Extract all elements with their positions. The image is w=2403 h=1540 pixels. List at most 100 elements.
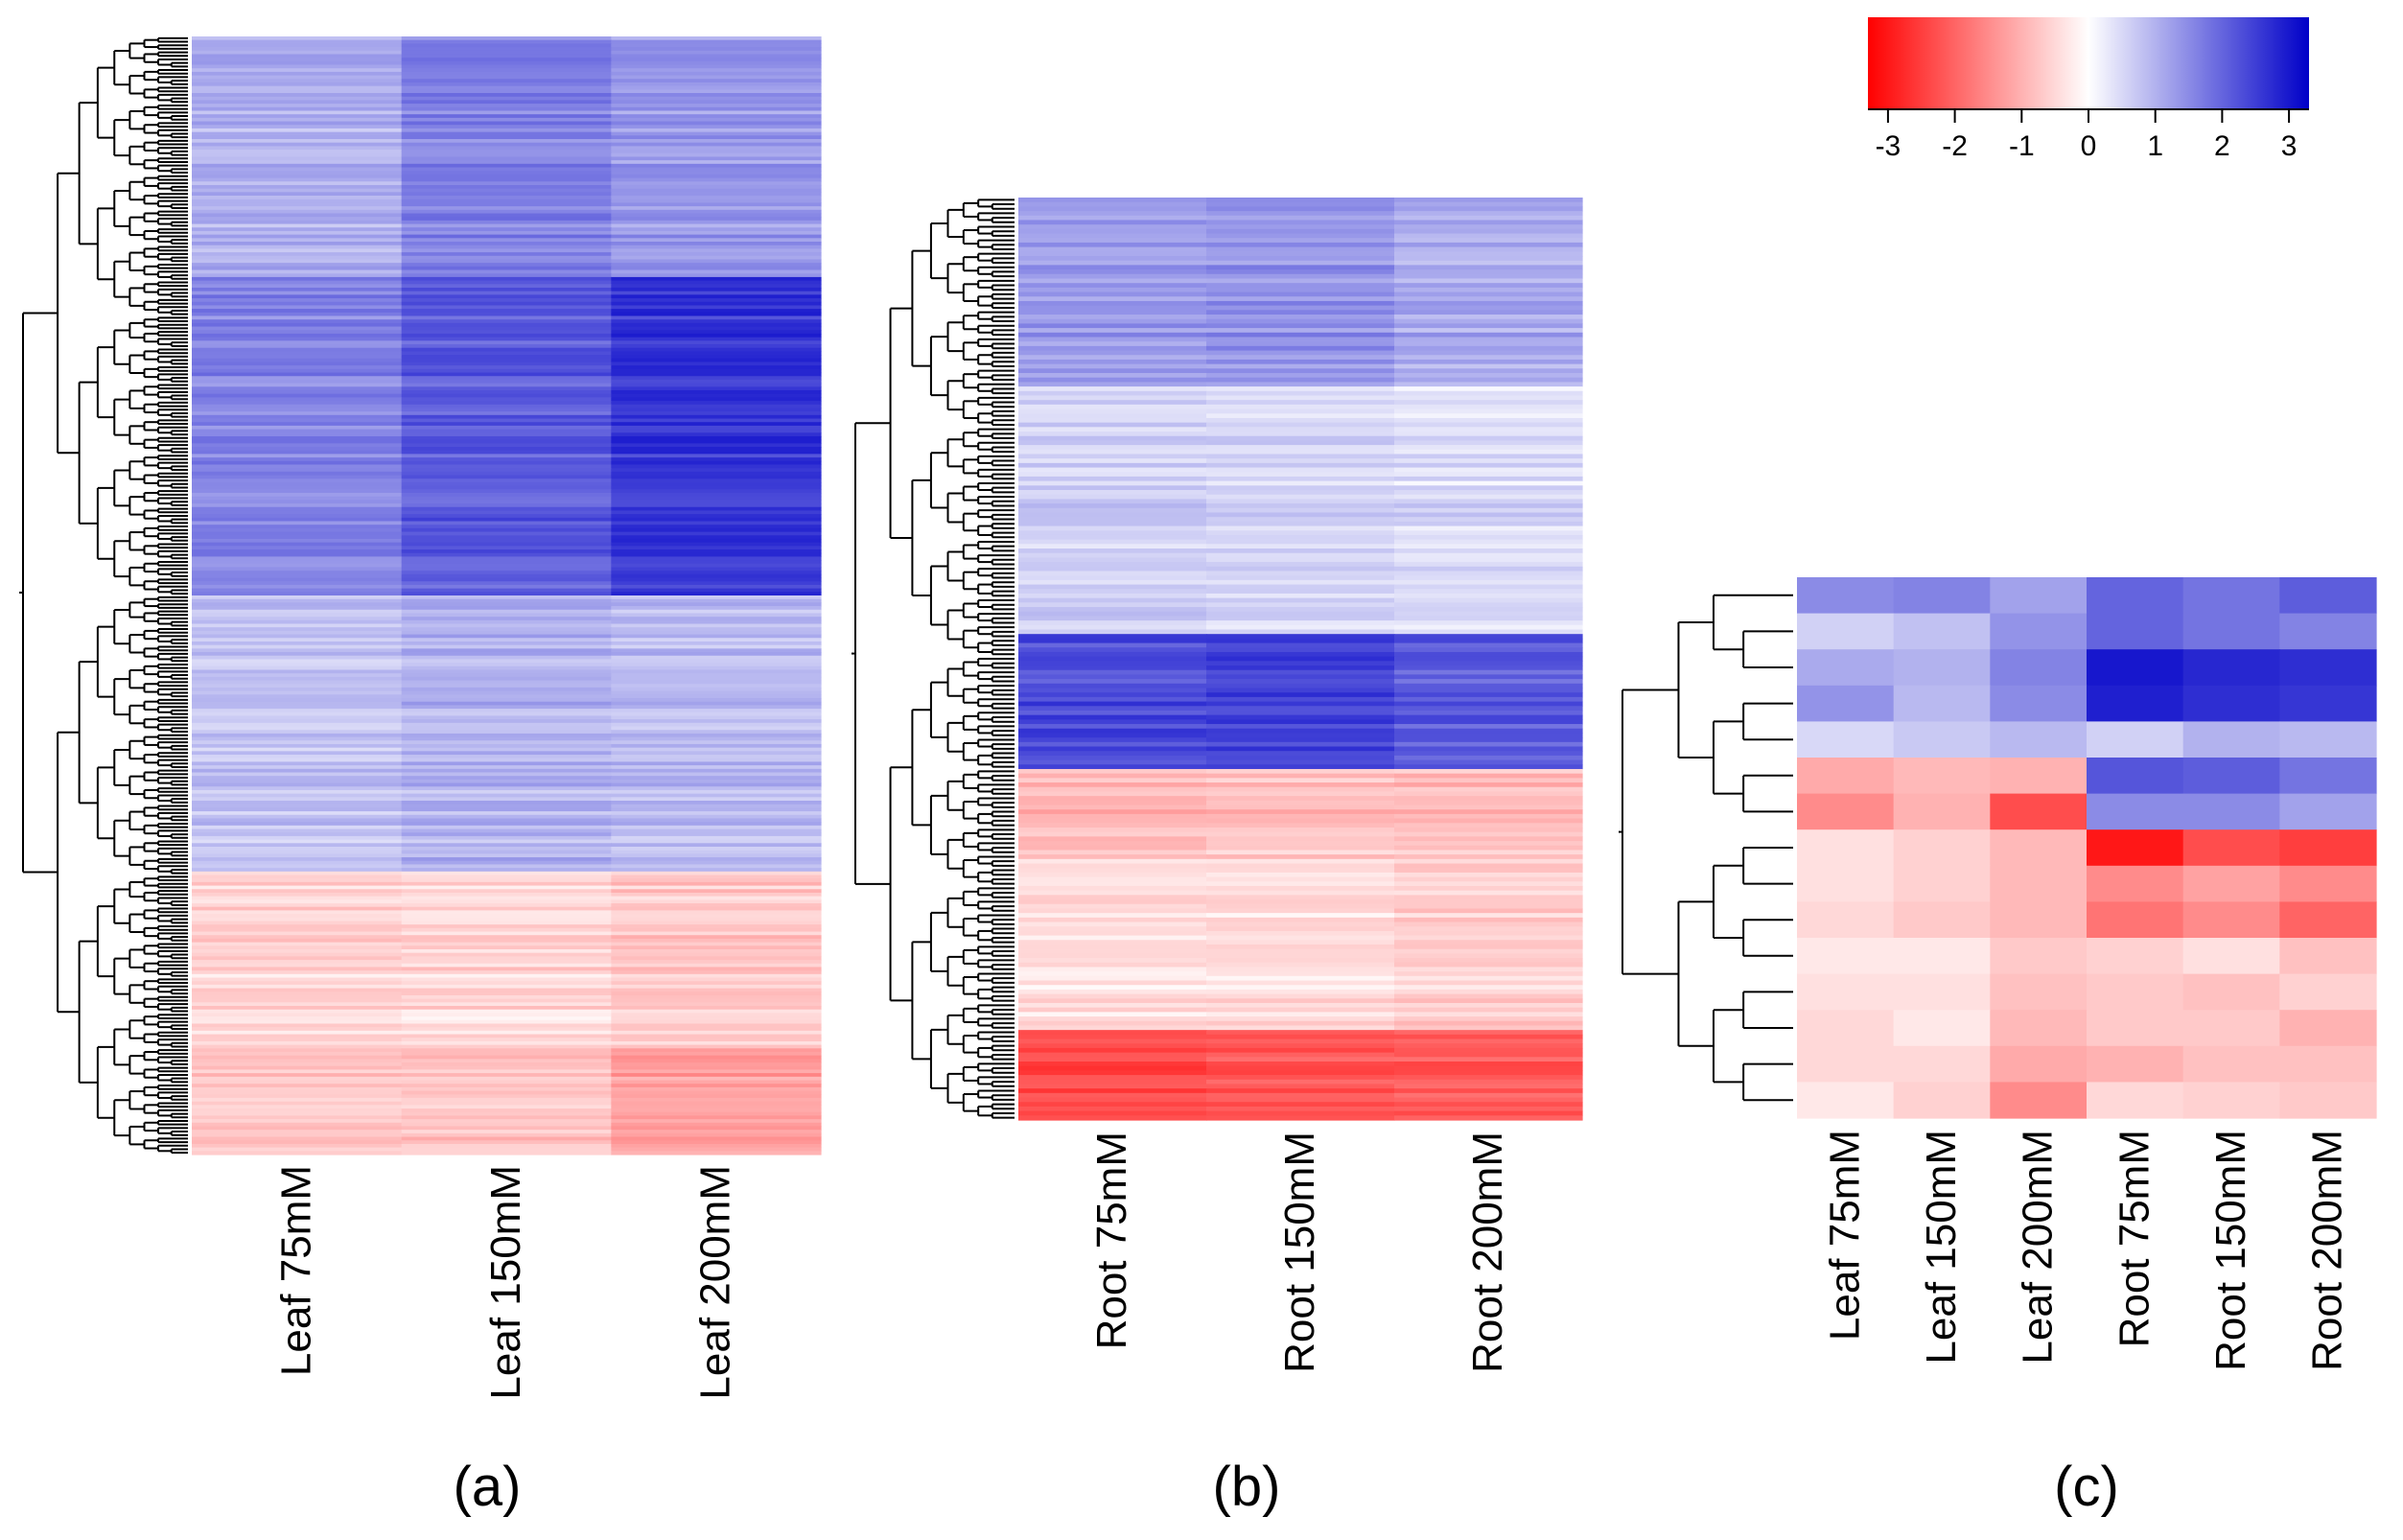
heatmap-cell: [611, 447, 822, 452]
heatmap-cell: [401, 322, 612, 328]
column-label: Leaf 150mM: [1918, 1130, 1965, 1365]
heatmap-cell: [192, 305, 403, 310]
heatmap-cell: [401, 846, 612, 852]
heatmap-cell: [401, 835, 612, 841]
heatmap-cell: [1018, 1012, 1207, 1017]
heatmap-cell: [401, 730, 612, 735]
heatmap-cell: [1018, 1070, 1207, 1076]
heatmap-cell: [401, 1051, 612, 1057]
heatmap-cell: [1206, 467, 1395, 473]
heatmap-cell: [401, 82, 612, 87]
heatmap-cell: [1018, 579, 1207, 586]
heatmap-cell: [1394, 296, 1583, 302]
heatmap-cell: [1206, 836, 1395, 842]
heatmap-cell: [401, 641, 612, 646]
heatmap-cell: [1018, 432, 1207, 437]
heatmap-cell: [192, 733, 403, 738]
heatmap-cell: [611, 743, 822, 749]
heatmap-cell: [401, 828, 612, 833]
heatmap-cell: [1018, 800, 1207, 806]
heatmap-cell: [611, 150, 822, 154]
panel-label-a: (a): [454, 1456, 522, 1518]
heatmap-cell: [2182, 938, 2280, 975]
heatmap-cell: [192, 613, 403, 618]
heatmap-cell: [611, 464, 822, 469]
heatmap-cell: [192, 139, 403, 144]
heatmap-cell: [401, 202, 612, 207]
heatmap-cell: [192, 627, 403, 632]
heatmap-cell: [611, 698, 822, 703]
heatmap-cell: [1394, 480, 1583, 486]
heatmap-cell: [401, 213, 612, 218]
heatmap-cell: [192, 1019, 403, 1025]
heatmap-cell: [611, 358, 822, 363]
heatmap-cell: [1797, 1010, 1895, 1047]
heatmap-cell: [611, 948, 822, 954]
heatmap-cell: [1206, 251, 1395, 257]
heatmap-cell: [611, 64, 822, 69]
heatmap-cell: [1018, 683, 1207, 689]
heatmap-cell: [401, 648, 612, 653]
heatmap-cell: [401, 376, 612, 381]
heatmap-cell: [401, 432, 612, 437]
heatmap-cell: [401, 135, 612, 140]
heatmap-cell: [1018, 823, 1207, 828]
heatmap-cell: [401, 864, 612, 869]
heatmap-cell: [401, 850, 612, 854]
heatmap-cell: [2087, 829, 2184, 867]
heatmap-cell: [1990, 649, 2088, 687]
heatmap-cell: [401, 623, 612, 628]
heatmap-cell: [1018, 741, 1207, 748]
heatmap-cell: [611, 104, 822, 108]
heatmap-cell: [401, 372, 612, 377]
heatmap-cell: [1893, 613, 1991, 650]
heatmap-cell: [1990, 938, 2088, 975]
heatmap-cell: [401, 500, 612, 504]
heatmap-cell: [611, 970, 822, 975]
heatmap-cell: [2182, 973, 2280, 1011]
heatmap-cell: [401, 1009, 612, 1015]
heatmap-cell: [1394, 1110, 1583, 1116]
heatmap-cell: [1018, 593, 1207, 599]
heatmap-cell: [1206, 863, 1395, 869]
heatmap-cell: [192, 835, 403, 841]
heatmap-cell: [1394, 432, 1583, 437]
heatmap-cell: [192, 875, 403, 879]
heatmap-cell: [611, 1105, 822, 1109]
heatmap-cell: [611, 613, 822, 618]
heatmap-cell: [401, 644, 612, 649]
heatmap-cell: [192, 1030, 403, 1036]
heatmap-cell: [1206, 355, 1395, 361]
heatmap-cell: [1206, 629, 1395, 635]
heatmap-cell: [192, 606, 403, 611]
heatmap-cell: [401, 234, 612, 239]
heatmap-cell: [1206, 903, 1395, 910]
heatmap-cell: [611, 372, 822, 377]
heatmap-cell: [611, 196, 822, 200]
heatmap-cell: [1018, 881, 1207, 887]
heatmap-cell: [192, 245, 403, 249]
heatmap-cell: [401, 885, 612, 890]
heatmap-cell: [1206, 876, 1395, 882]
heatmap-cell: [611, 192, 822, 197]
heatmap-cell: [401, 397, 612, 402]
heatmap-cell: [192, 542, 403, 547]
heatmap-cell: [401, 163, 612, 169]
heatmap-cell: [611, 567, 822, 572]
heatmap-cell: [192, 1126, 403, 1131]
heatmap-cell: [401, 156, 612, 161]
heatmap-cell: [1394, 368, 1583, 374]
heatmap-cell: [1206, 337, 1395, 342]
heatmap-cell: [611, 266, 822, 271]
heatmap-cell: [1018, 656, 1207, 662]
heatmap-cell: [401, 1016, 612, 1021]
heatmap-cell: [1206, 1075, 1395, 1081]
heatmap-cell: [1990, 685, 2088, 722]
heatmap-cell: [192, 839, 403, 844]
heatmap-cell: [192, 503, 403, 508]
heatmap-cell: [192, 1023, 403, 1028]
heatmap-cell: [401, 606, 612, 611]
heatmap-cell: [1206, 827, 1395, 833]
heatmap-cell: [611, 857, 822, 862]
heatmap-cell: [401, 347, 612, 352]
